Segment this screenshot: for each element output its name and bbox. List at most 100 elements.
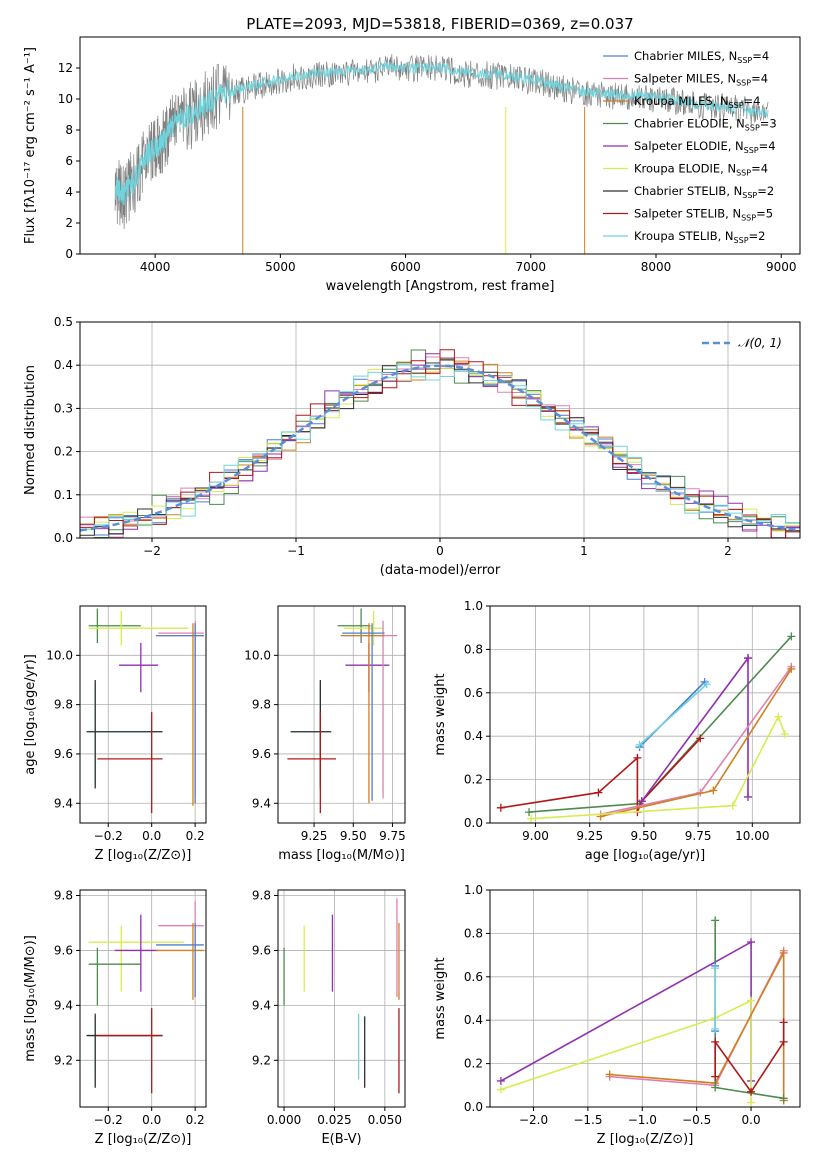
legend-label: Salpeter MILES, NSSP=4 <box>634 72 768 88</box>
x-tick-label: −1.5 <box>573 1113 602 1127</box>
y-tick-label: 0.0 <box>54 531 73 545</box>
x-tick-label: 0.0 <box>742 1113 761 1127</box>
legend-label: Salpeter STELIB, NSSP=5 <box>634 207 773 223</box>
x-tick-label: 0.0 <box>142 829 161 843</box>
legend-label: Kroupa STELIB, NSSP=2 <box>634 229 765 245</box>
legend-label-tail: =5 <box>756 207 773 221</box>
legend-label-tail: =4 <box>752 49 769 63</box>
x-axis-label: mass [log₁₀(M/M⊙)] <box>278 848 405 863</box>
x-tick-label: −1 <box>287 544 305 558</box>
mass-weight-line-Kroupa ELODIE <box>500 999 752 1103</box>
mass-weight-point <box>702 680 711 689</box>
x-tick-label: 0.0 <box>142 1113 161 1127</box>
legend-label-tail: =4 <box>744 94 761 108</box>
y-tick-label: 8 <box>65 123 73 137</box>
mass-weight-point <box>711 1072 720 1081</box>
legend-label-tail: =2 <box>757 184 774 198</box>
massweight-vs-Z-panel: −2.0 −1.5 −1.0 −0.5 0.0 0.0 0.2 0.4 0.6 0.8 1.0 Z [… <box>433 883 801 1147</box>
x-tick-label: 10.00 <box>735 829 769 843</box>
mass-weight-point <box>774 712 783 721</box>
x-tick-label: −0.2 <box>94 1113 123 1127</box>
mass-weight-point <box>633 753 642 762</box>
x-tick-label: 9.25 <box>301 829 328 843</box>
mass-weight-point <box>747 938 756 947</box>
y-tick-label: 9.4 <box>252 998 271 1012</box>
y-tick-label: 0.4 <box>464 1013 483 1027</box>
plots-group: 4000 5000 6000 7000 8000 9000024681012wavelen… <box>23 36 801 1147</box>
mass-weight-point <box>637 797 646 806</box>
mass-weight-point <box>780 730 789 739</box>
x-tick-label: 7000 <box>516 260 547 274</box>
x-tick-label: 9.75 <box>379 829 406 843</box>
age-vs-mass-panel: 9.25 9.50 9.75 9.4 9.6 9.8 10.0 mass [log₁₀(M/M… <box>244 605 406 863</box>
legend-label-tail: =4 <box>751 162 768 176</box>
x-tick-label: 9.25 <box>576 829 603 843</box>
x-tick-label: 2 <box>724 544 732 558</box>
y-tick-label: 9.4 <box>54 998 73 1012</box>
legend-label: Kroupa MILES, NSSP=4 <box>634 94 760 110</box>
x-tick-label: 0 <box>436 544 444 558</box>
y-tick-label: 0.3 <box>54 401 73 415</box>
mass-weight-line-Salpeter ELODIE <box>500 940 752 1082</box>
y-tick-label: 0.4 <box>54 358 73 372</box>
mass-weight-point <box>711 1037 720 1046</box>
x-axis-label: (data-model)/error <box>380 563 501 578</box>
y-tick-label: 9.8 <box>54 888 73 902</box>
age-vs-Z-plot-area <box>86 608 204 814</box>
x-tick-label: −0.2 <box>94 829 123 843</box>
legend-label-subscript: SSP <box>734 236 749 245</box>
massweight-vs-Z-frame <box>489 889 801 1108</box>
y-axis-label: mass [log₁₀(M/M⊙)] <box>23 935 38 1062</box>
histogram-Kroupa STELIB <box>80 364 800 530</box>
age-vs-mass-plot-area <box>287 608 398 814</box>
y-tick-label: 0.2 <box>464 773 483 787</box>
y-tick-label: 0.8 <box>464 642 483 656</box>
mass-weight-point <box>696 734 705 743</box>
legend-label-subscript: SSP <box>736 169 751 178</box>
mass-weight-point <box>496 1076 505 1085</box>
x-tick-label: −2.0 <box>519 1113 548 1127</box>
legend-label-tail: =4 <box>751 72 768 86</box>
x-tick-label: 0.050 <box>368 1113 402 1127</box>
mass-vs-Z-panel: −0.2 0.0 0.2 9.2 9.4 9.6 9.8 Z [log₁₀(Z/Z⊙)] mas… <box>23 888 207 1147</box>
histogram-Salpeter STELIB <box>80 349 800 538</box>
x-tick-label: 0.000 <box>267 1113 301 1127</box>
mass-weight-point <box>496 1085 505 1094</box>
y-tick-label: 9.6 <box>252 747 271 761</box>
y-tick-label: 10.0 <box>46 648 73 662</box>
x-tick-label: 9.00 <box>522 829 549 843</box>
legend-label-subscript: SSP <box>737 56 752 65</box>
x-tick-label: 8000 <box>641 260 672 274</box>
massweight-vs-age-panel: 9.00 9.25 9.50 9.75 10.00 0.0 0.2 0.4 0.6 0.8 1.0 a… <box>433 599 801 863</box>
mass-vs-EBV-frame <box>277 889 406 1108</box>
x-tick-label: 0.2 <box>186 1113 205 1127</box>
mass-weight-point <box>711 916 720 925</box>
figure-title: PLATE=2093, MJD=53818, FIBERID=0369, z=0… <box>246 15 633 33</box>
mass-weight-line-Salpeter STELIB <box>500 737 701 813</box>
x-tick-label: 6000 <box>390 260 421 274</box>
legend-label-subscript: SSP <box>741 214 756 223</box>
age-vs-Z-frame <box>79 605 207 824</box>
x-axis-label: wavelength [Angstrom, rest frame] <box>326 279 555 294</box>
mass-weight-point <box>787 664 796 673</box>
y-tick-label: 0.0 <box>464 1100 483 1114</box>
y-tick-label: 9.2 <box>54 1053 73 1067</box>
legend-label-subscript: SSP <box>745 124 760 133</box>
x-tick-label: 9.50 <box>631 829 658 843</box>
mass-weight-line-Kroupa ELODIE <box>531 714 786 820</box>
y-tick-label: 9.6 <box>252 943 271 957</box>
mass-weight-point <box>743 792 752 801</box>
mass-weight-line-Kroupa STELIB <box>639 683 708 746</box>
x-tick-label: −1.0 <box>628 1113 657 1127</box>
y-tick-label: 0.6 <box>464 970 483 984</box>
legend-label: Chabrier ELODIE, NSSP=3 <box>634 117 777 133</box>
mass-weight-point <box>787 632 796 641</box>
mass-weight-point <box>635 740 644 749</box>
mass-weight-point <box>743 654 752 663</box>
mass-weight-point <box>747 996 756 1005</box>
y-tick-label: 9.8 <box>252 888 271 902</box>
mass-weight-point <box>711 1024 720 1033</box>
residuals-plot-area <box>80 349 800 538</box>
legend-label: Chabrier STELIB, NSSP=2 <box>634 184 774 200</box>
mass-weight-point <box>779 1037 788 1046</box>
